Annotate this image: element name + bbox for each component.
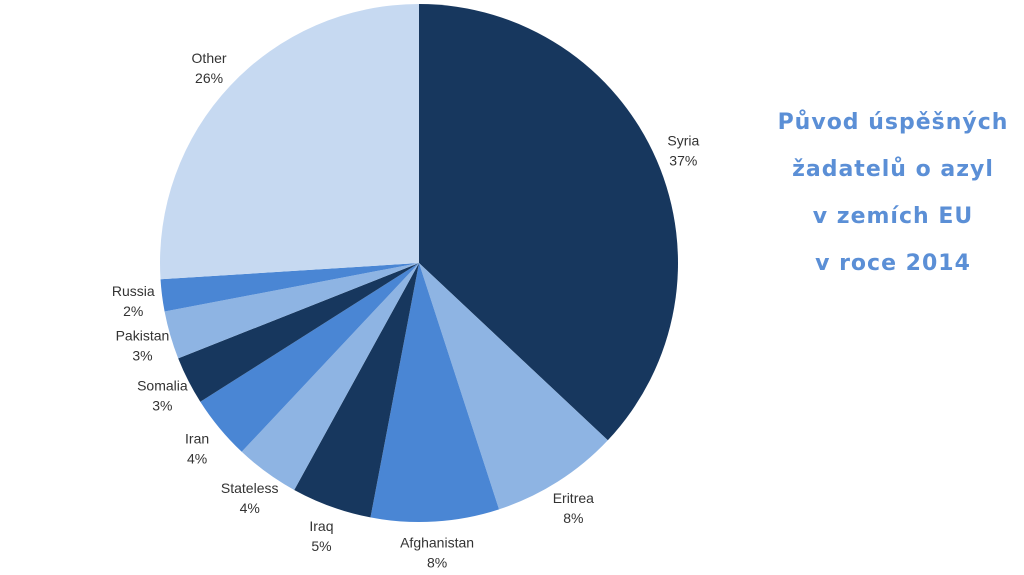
slice-value: 4%	[187, 451, 207, 467]
slice-label: Iran	[185, 431, 209, 447]
slice-label: Other	[192, 50, 227, 66]
chart-title: v roce 2014	[815, 251, 971, 276]
slice-label: Pakistan	[116, 327, 170, 343]
slice-value: 26%	[195, 70, 223, 86]
chart-title: žadatelů o azyl	[792, 157, 994, 182]
pie-slice	[419, 263, 608, 510]
pie-slice	[419, 4, 678, 441]
pie-slice	[241, 263, 419, 490]
pie-slice	[178, 263, 419, 402]
slice-label: Stateless	[221, 480, 279, 496]
slice-value: 8%	[563, 510, 583, 526]
slice-value: 3%	[132, 347, 152, 363]
slice-label: Somalia	[137, 378, 188, 394]
chart-title: Původ úspěšných	[778, 110, 1009, 135]
pie-slice	[294, 263, 419, 518]
slice-value: 5%	[311, 538, 331, 554]
slice-value: 2%	[123, 303, 143, 319]
pie-slice	[200, 263, 419, 452]
pie-slice	[370, 263, 500, 522]
slice-label: Afghanistan	[400, 534, 474, 550]
pie-slice	[160, 4, 419, 280]
pie-slice	[160, 263, 419, 312]
slice-label: Iraq	[309, 518, 333, 534]
slice-label: Syria	[667, 133, 699, 149]
pie-slice	[164, 263, 419, 359]
slice-value: 4%	[240, 500, 260, 516]
slice-label: Russia	[112, 283, 155, 299]
slice-value: 37%	[669, 153, 697, 169]
slice-label: Eritrea	[553, 490, 594, 506]
slice-value: 8%	[427, 554, 447, 570]
slice-value: 3%	[152, 398, 172, 414]
chart-title: v zemích EU	[813, 204, 973, 229]
